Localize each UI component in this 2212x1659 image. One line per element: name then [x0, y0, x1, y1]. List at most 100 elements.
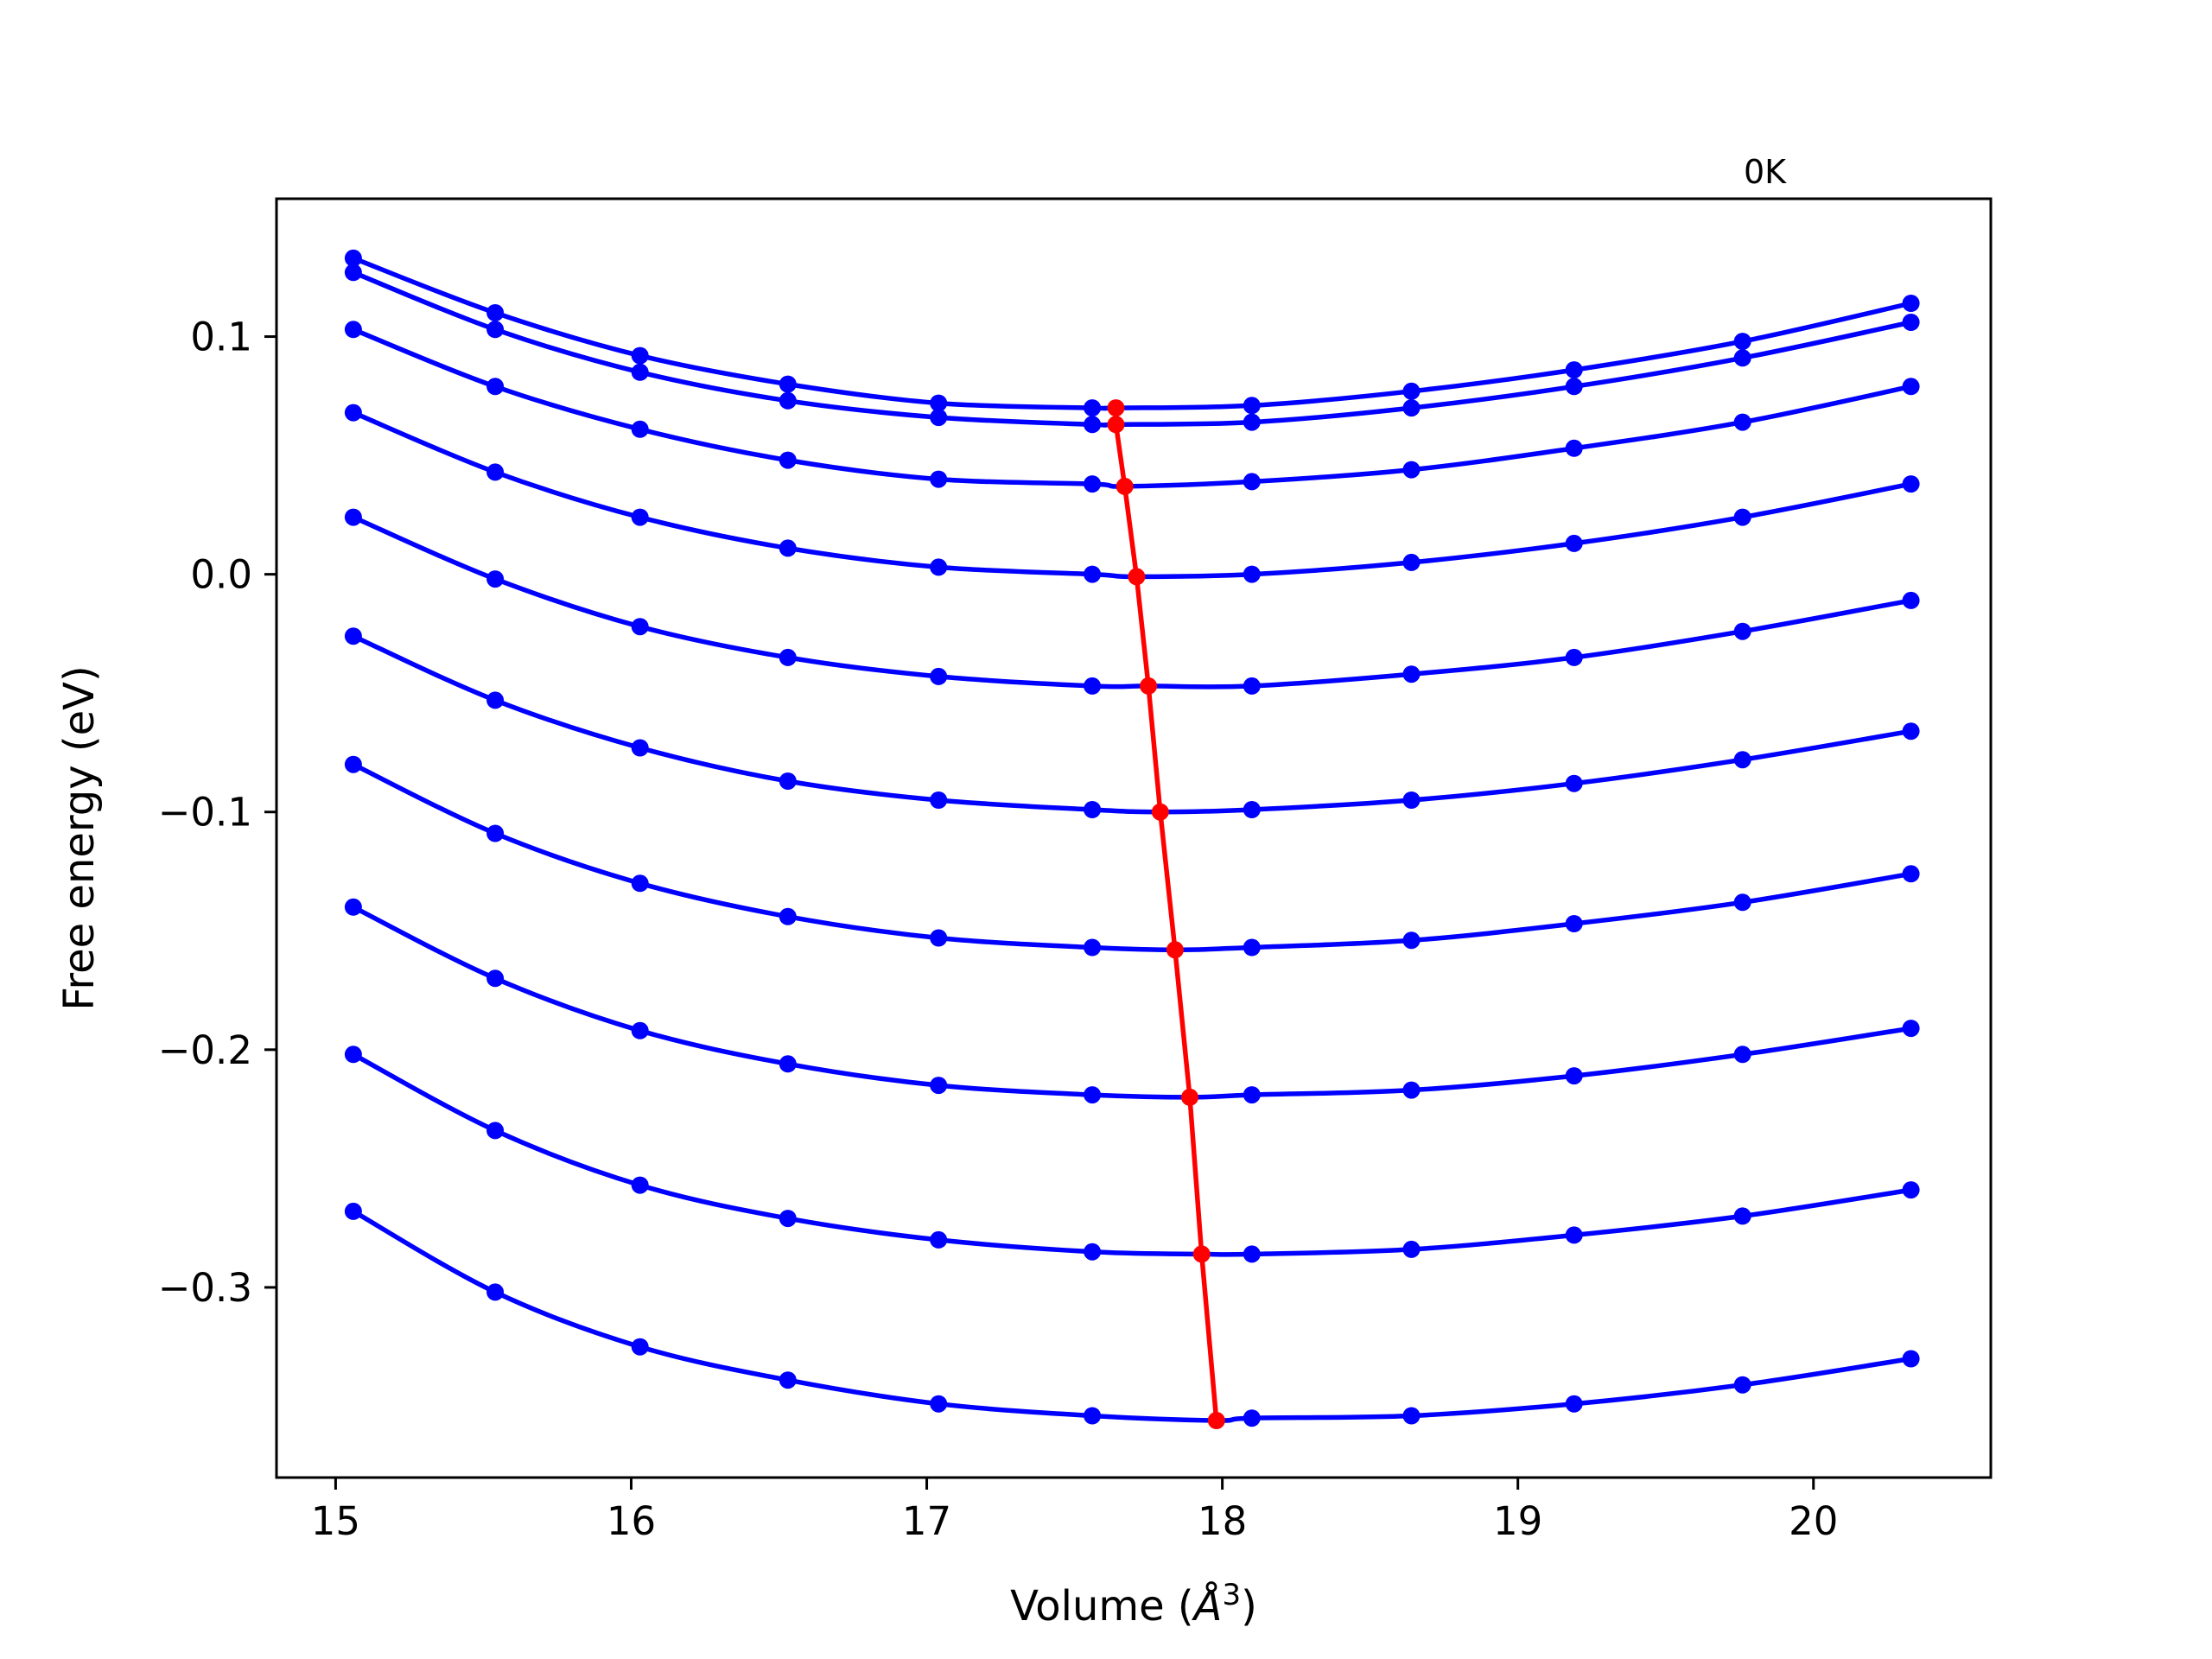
data-point	[1402, 1081, 1421, 1099]
y-tick-label: 0.1	[190, 315, 252, 360]
minimum-point	[1166, 941, 1184, 959]
y-tick-label: 0.0	[190, 552, 252, 598]
minimum-point	[1107, 399, 1125, 417]
minimum-point	[1192, 1245, 1211, 1263]
series-line-3	[352, 327, 1912, 489]
data-point	[486, 570, 505, 588]
data-point	[1243, 1245, 1261, 1263]
data-point	[486, 691, 505, 709]
data-point	[1733, 1376, 1751, 1394]
data-point	[1733, 413, 1751, 431]
series-line-4	[352, 410, 1912, 580]
y-tick-label: −0.2	[158, 1027, 252, 1073]
data-point	[1243, 473, 1261, 491]
data-point	[344, 1046, 362, 1064]
data-point	[1902, 722, 1920, 741]
data-point	[1084, 801, 1102, 818]
data-point	[1243, 1409, 1261, 1427]
x-tick-label: 16	[607, 1498, 656, 1544]
data-point	[1902, 1020, 1920, 1038]
minimum-energy-curve	[1107, 399, 1225, 1429]
data-point	[1402, 382, 1421, 400]
data-point	[486, 969, 505, 988]
data-point	[344, 1202, 362, 1220]
data-point	[631, 346, 649, 365]
data-point	[486, 1283, 505, 1301]
data-point	[344, 321, 362, 339]
data-point	[631, 1176, 649, 1194]
data-point	[1565, 534, 1583, 552]
data-point	[344, 755, 362, 773]
data-point	[1084, 1086, 1102, 1104]
series-line-7	[352, 762, 1912, 953]
minimum-point	[1151, 803, 1169, 821]
data-point	[779, 1371, 797, 1389]
data-point	[486, 321, 505, 339]
data-point	[930, 558, 948, 576]
data-point	[1733, 893, 1751, 912]
x-tick-label: 15	[311, 1498, 360, 1544]
minimum-point	[1116, 477, 1134, 495]
data-point	[344, 508, 362, 526]
data-point	[1243, 938, 1261, 957]
data-point	[1084, 475, 1102, 493]
data-point	[1902, 295, 1920, 312]
data-point	[344, 898, 362, 916]
data-point	[1733, 622, 1751, 640]
data-point	[631, 618, 649, 636]
data-point	[779, 1210, 797, 1228]
x-tick-label: 19	[1493, 1498, 1542, 1544]
data-point	[631, 1021, 649, 1039]
data-point	[930, 1395, 948, 1413]
data-point	[930, 394, 948, 412]
data-point	[344, 404, 362, 422]
data-point	[631, 874, 649, 893]
data-point	[779, 772, 797, 790]
x-tick-label: 17	[902, 1498, 951, 1544]
data-point	[1902, 475, 1920, 493]
data-point	[1243, 677, 1261, 695]
data-point	[1402, 1240, 1421, 1258]
data-point	[779, 375, 797, 393]
data-point	[1243, 801, 1261, 818]
data-point	[486, 463, 505, 481]
data-point	[1084, 1243, 1102, 1261]
data-point	[1733, 751, 1751, 769]
data-point	[1565, 439, 1583, 457]
y-axis-label: Free energy (eV)	[55, 665, 104, 1010]
data-point	[1402, 791, 1421, 809]
data-point	[1565, 361, 1583, 379]
data-point	[930, 929, 948, 947]
data-point	[486, 1122, 505, 1140]
plot-frame	[275, 197, 1993, 1479]
minimum-point	[1207, 1412, 1225, 1429]
y-tick-label: −0.1	[158, 790, 252, 836]
series-line-9	[352, 1052, 1912, 1257]
data-point	[1402, 399, 1421, 417]
data-point	[779, 1055, 797, 1073]
data-point	[779, 648, 797, 666]
data-point	[344, 627, 362, 645]
data-point	[486, 304, 505, 321]
y-axis-ticks: 0.1 0.0 −0.1 −0.2 −0.3	[158, 315, 276, 1311]
data-point	[930, 409, 948, 427]
data-point	[1402, 665, 1421, 683]
data-point	[486, 378, 505, 396]
data-point	[1565, 1226, 1583, 1244]
series-line-1	[352, 256, 1912, 411]
series-line-2	[352, 270, 1912, 428]
minimum-point	[1140, 677, 1158, 695]
data-point	[779, 391, 797, 410]
data-point	[930, 1230, 948, 1249]
data-point	[930, 1077, 948, 1095]
data-point	[344, 264, 362, 282]
data-point	[1733, 333, 1751, 351]
data-point	[631, 508, 649, 526]
data-point	[930, 791, 948, 809]
data-point	[1565, 1067, 1583, 1085]
data-point	[631, 363, 649, 381]
data-point	[930, 470, 948, 488]
data-point	[1565, 774, 1583, 792]
data-point	[1084, 1407, 1102, 1425]
